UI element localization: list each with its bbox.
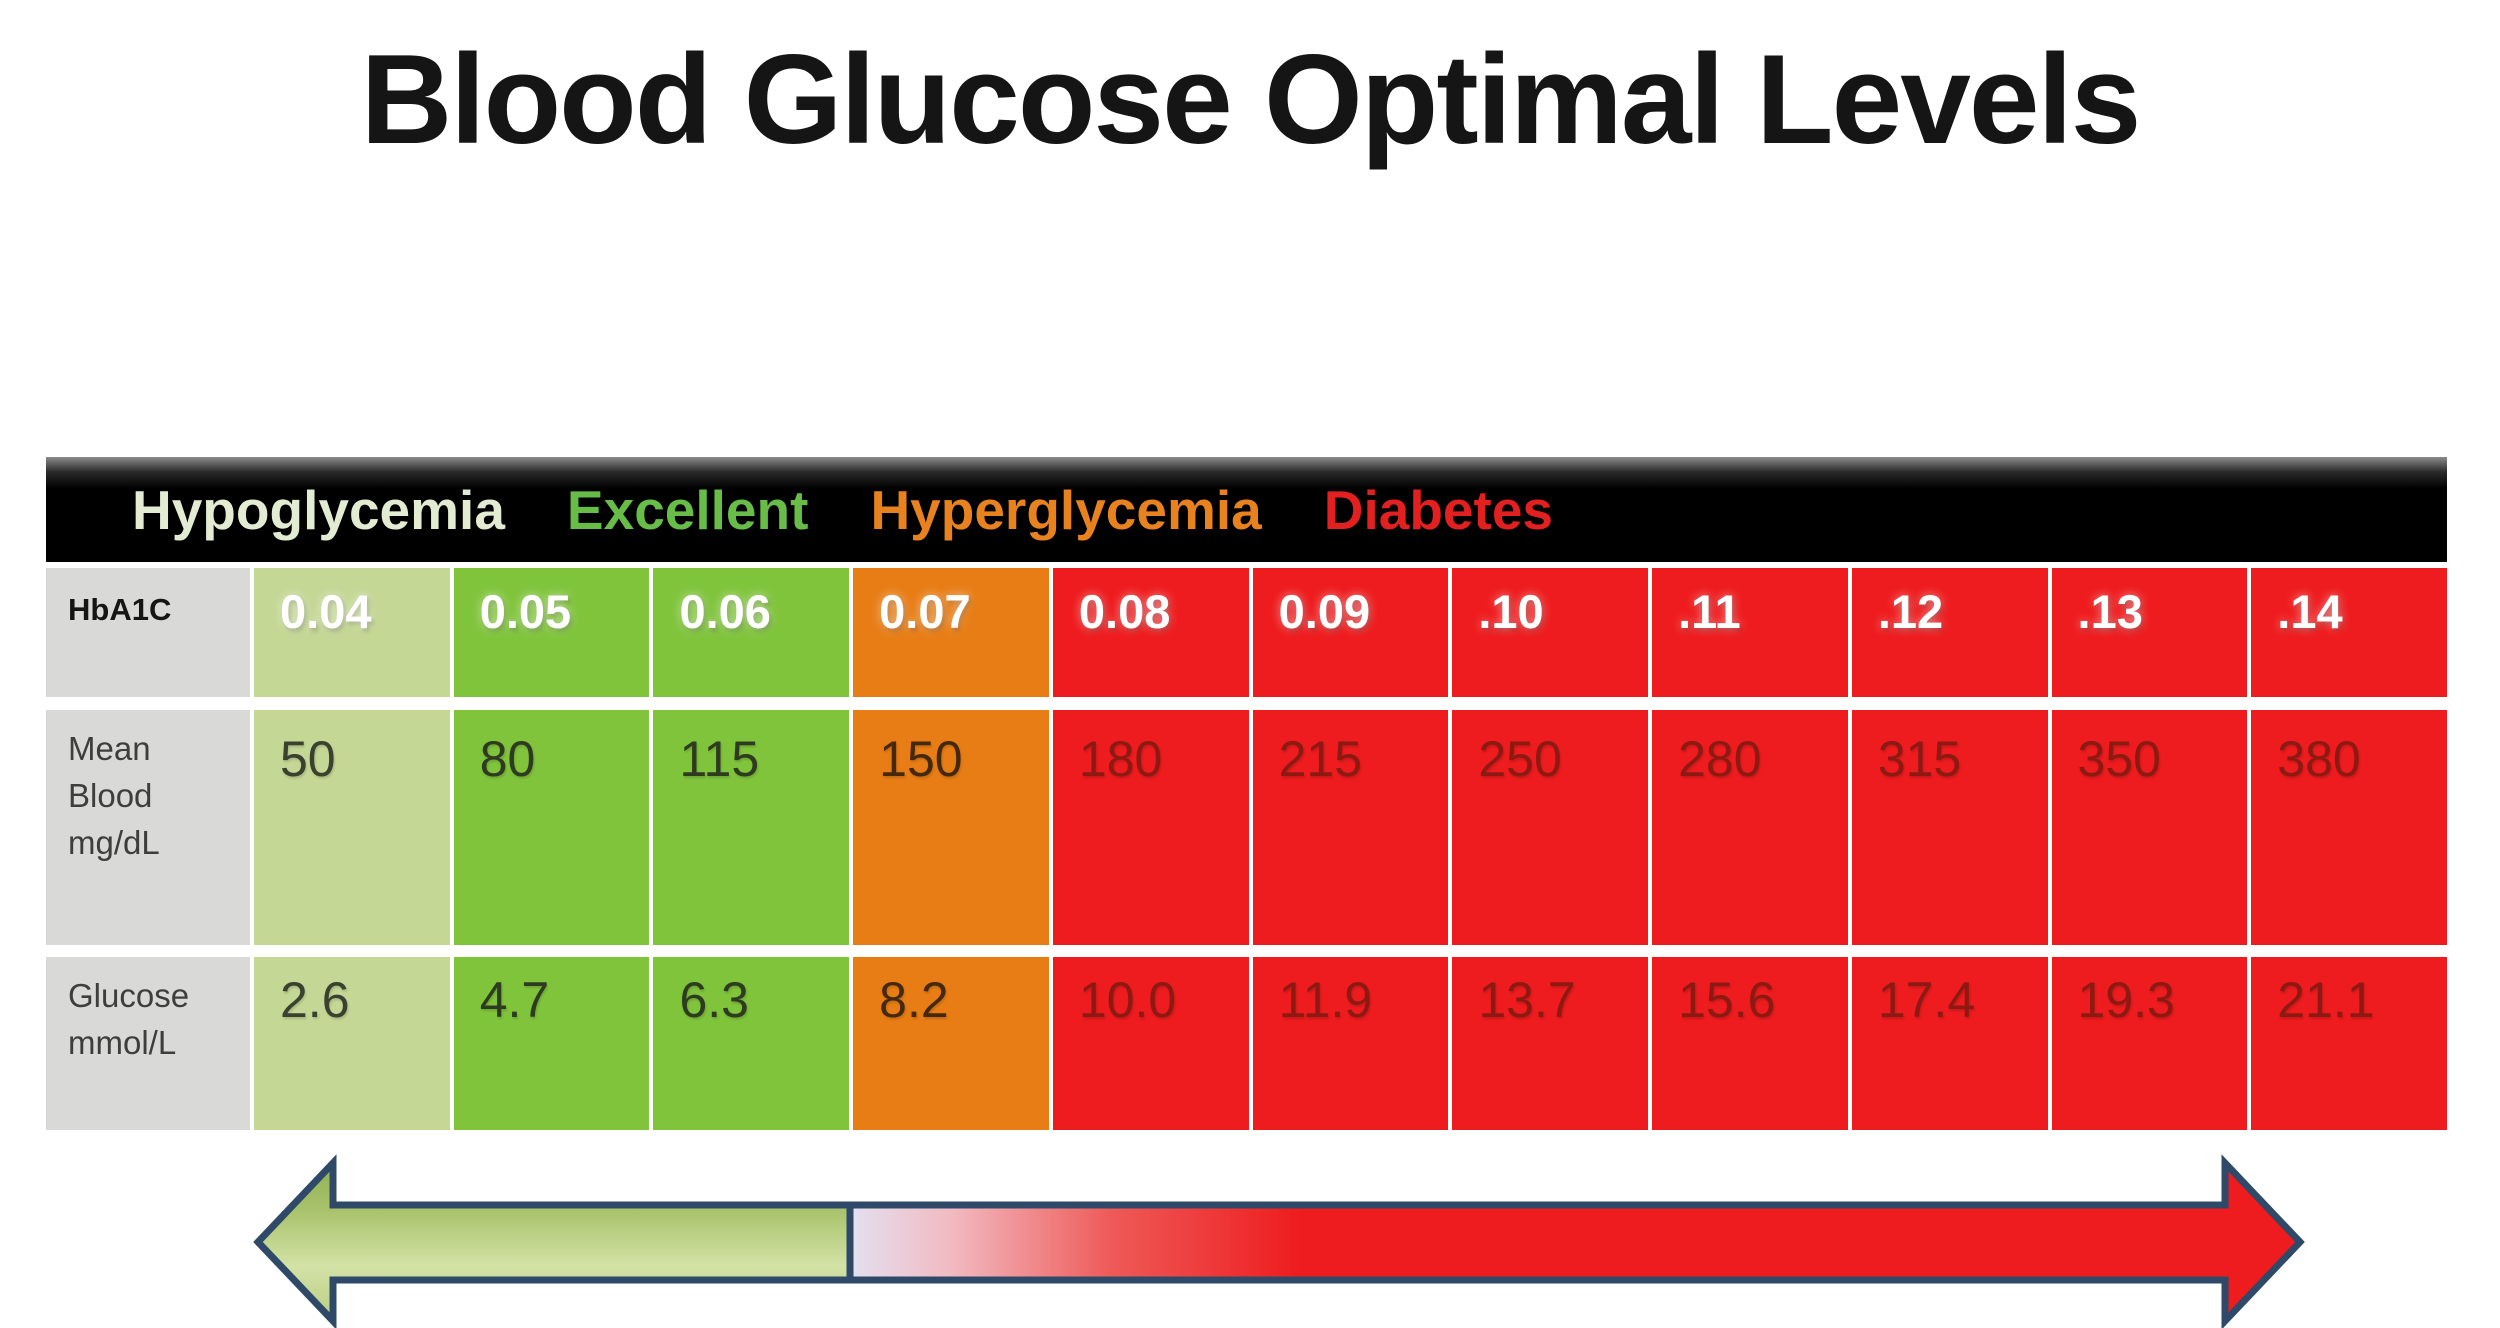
row-hba1c-cell-7: .11 [1652, 568, 1848, 697]
row-mean-blood-cell-10: 380 [2251, 710, 2447, 945]
row-label-mean-blood: Mean Blood mg/dL [46, 710, 250, 945]
row-hba1c-cell-4: 0.08 [1052, 568, 1249, 697]
row-hba1c: HbA1C 0.04 0.05 0.06 0.07 0.08 0.09.10.11.12.… [46, 568, 2447, 697]
row-hba1c-cell-6: .10 [1452, 568, 1649, 697]
row-hba1c-cell-2: 0.06 [653, 568, 850, 697]
row-hba1c-cell-3: 0.07 [853, 568, 1049, 697]
row-mean-blood-cell-7: 280 [1652, 710, 1848, 945]
row-hba1c-cell-1: 0.05 [453, 568, 650, 697]
row-mean-blood-cell-5: 215 [1252, 710, 1449, 945]
row-mean-blood-cell-0: 50 [254, 710, 450, 945]
row-hba1c-cell-5: 0.09 [1252, 568, 1449, 697]
row-glucose-mmol-cell-1: 4.7 [453, 957, 650, 1130]
row-mean-blood: Mean Blood mg/dL 50 80 115 150 180 215 250 280 3… [46, 710, 2447, 945]
row-mean-blood-cell-3: 150 [853, 710, 1049, 945]
row-label-glucose-mmol: Glucose mmol/L [46, 957, 250, 1130]
legend-item-diabetes: Diabetes [1323, 478, 1554, 541]
row-glucose-mmol-cell-9: 19.3 [2051, 957, 2248, 1130]
row-hba1c-cell-9: .13 [2051, 568, 2248, 697]
row-mean-blood-cell-2: 115 [653, 710, 850, 945]
row-glucose-mmol-cell-3: 8.2 [853, 957, 1049, 1130]
row-hba1c-cell-8: .12 [1851, 568, 2048, 697]
zone-legend-bar: Hypoglycemia Excellent Hyperglycemia Dia… [46, 457, 2447, 562]
row-glucose-mmol-cell-10: 21.1 [2251, 957, 2447, 1130]
row-hba1c-cell-0: 0.04 [254, 568, 450, 697]
row-glucose-mmol-cell-6: 13.7 [1452, 957, 1649, 1130]
row-glucose-mmol-cell-8: 17.4 [1851, 957, 2048, 1130]
row-hba1c-cell-10: .14 [2251, 568, 2447, 697]
row-mean-blood-cell-6: 250 [1452, 710, 1649, 945]
row-mean-blood-cell-4: 180 [1052, 710, 1249, 945]
row-label-hba1c: HbA1C [46, 568, 250, 697]
legend-item-excellent: Excellent [566, 478, 809, 541]
row-mean-blood-cell-9: 350 [2051, 710, 2248, 945]
page-title: Blood Glucose Optimal Levels [360, 28, 2142, 170]
row-glucose-mmol-cell-2: 6.3 [653, 957, 850, 1130]
legend-item-hyperglycemia: Hyperglycemia [870, 478, 1262, 541]
row-glucose-mmol: Glucose mmol/L 2.6 4.7 6.3 8.2 10.0 11.9 13.7 1… [46, 957, 2447, 1130]
row-glucose-mmol-cell-0: 2.6 [254, 957, 450, 1130]
row-glucose-mmol-cell-5: 11.9 [1252, 957, 1449, 1130]
arrow-red-segment [846, 1154, 2305, 1328]
arrow-green-segment [253, 1154, 854, 1328]
row-mean-blood-cell-1: 80 [453, 710, 650, 945]
legend-item-hypoglycemia: Hypoglycemia [132, 478, 505, 541]
row-glucose-mmol-cell-7: 15.6 [1652, 957, 1848, 1130]
row-mean-blood-cell-8: 315 [1851, 710, 2048, 945]
row-glucose-mmol-cell-4: 10.0 [1052, 957, 1249, 1130]
